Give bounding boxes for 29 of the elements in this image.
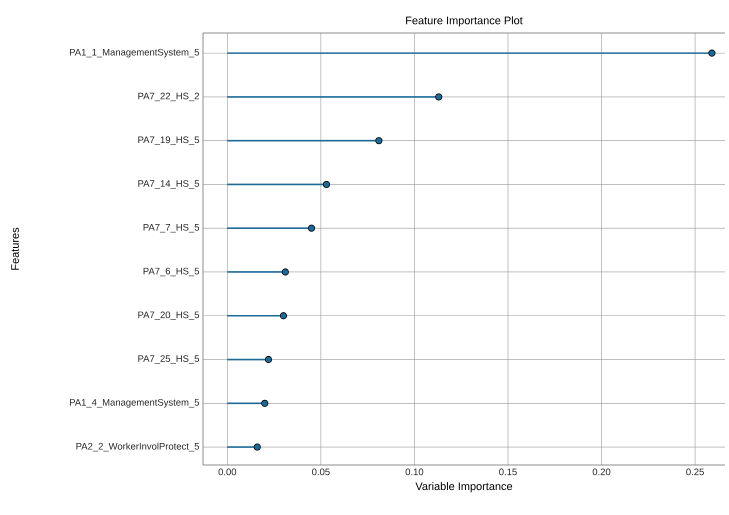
y-tick-label: PA1_4_ManagementSystem_5 xyxy=(70,399,200,408)
x-tick-label: 0.15 xyxy=(499,468,517,476)
x-axis-title: Variable Importance xyxy=(415,482,512,492)
point xyxy=(282,268,289,276)
x-tick-label: 0.10 xyxy=(406,468,424,476)
y-tick-label: PA7_6_HS_5 xyxy=(144,268,200,276)
point xyxy=(322,180,330,188)
point xyxy=(264,356,272,364)
y-tick-label: PA1_1_ManagementSystem_5 xyxy=(70,48,200,58)
x-tick-label: 0.25 xyxy=(686,468,704,476)
chart-title: Feature Importance Plot xyxy=(406,16,523,26)
y-tick-label: PA7_22_HS_2 xyxy=(138,92,200,102)
y-tick-label: PA7_7_HS_5 xyxy=(144,224,200,232)
point xyxy=(708,50,716,57)
point xyxy=(435,93,442,100)
y-tick-label: PA7_14_HS_5 xyxy=(138,180,200,189)
x-tick-label: 0.05 xyxy=(312,468,330,476)
y-tick-label: PA2_2_WorkerInvolProtect_5 xyxy=(76,442,200,452)
point xyxy=(261,400,268,407)
y-tick-label: PA7_20_HS_5 xyxy=(138,312,200,320)
y-tick-label: PA7_25_HS_5 xyxy=(138,355,200,364)
point xyxy=(254,443,261,451)
x-tick-label: 0.20 xyxy=(592,468,610,476)
point xyxy=(375,137,382,144)
y-axis-title: Features xyxy=(11,228,19,270)
y-tick-label: PA7_19_HS_5 xyxy=(138,136,200,145)
point xyxy=(280,312,288,320)
point xyxy=(308,224,316,232)
x-tick-label: 0.00 xyxy=(218,468,236,476)
